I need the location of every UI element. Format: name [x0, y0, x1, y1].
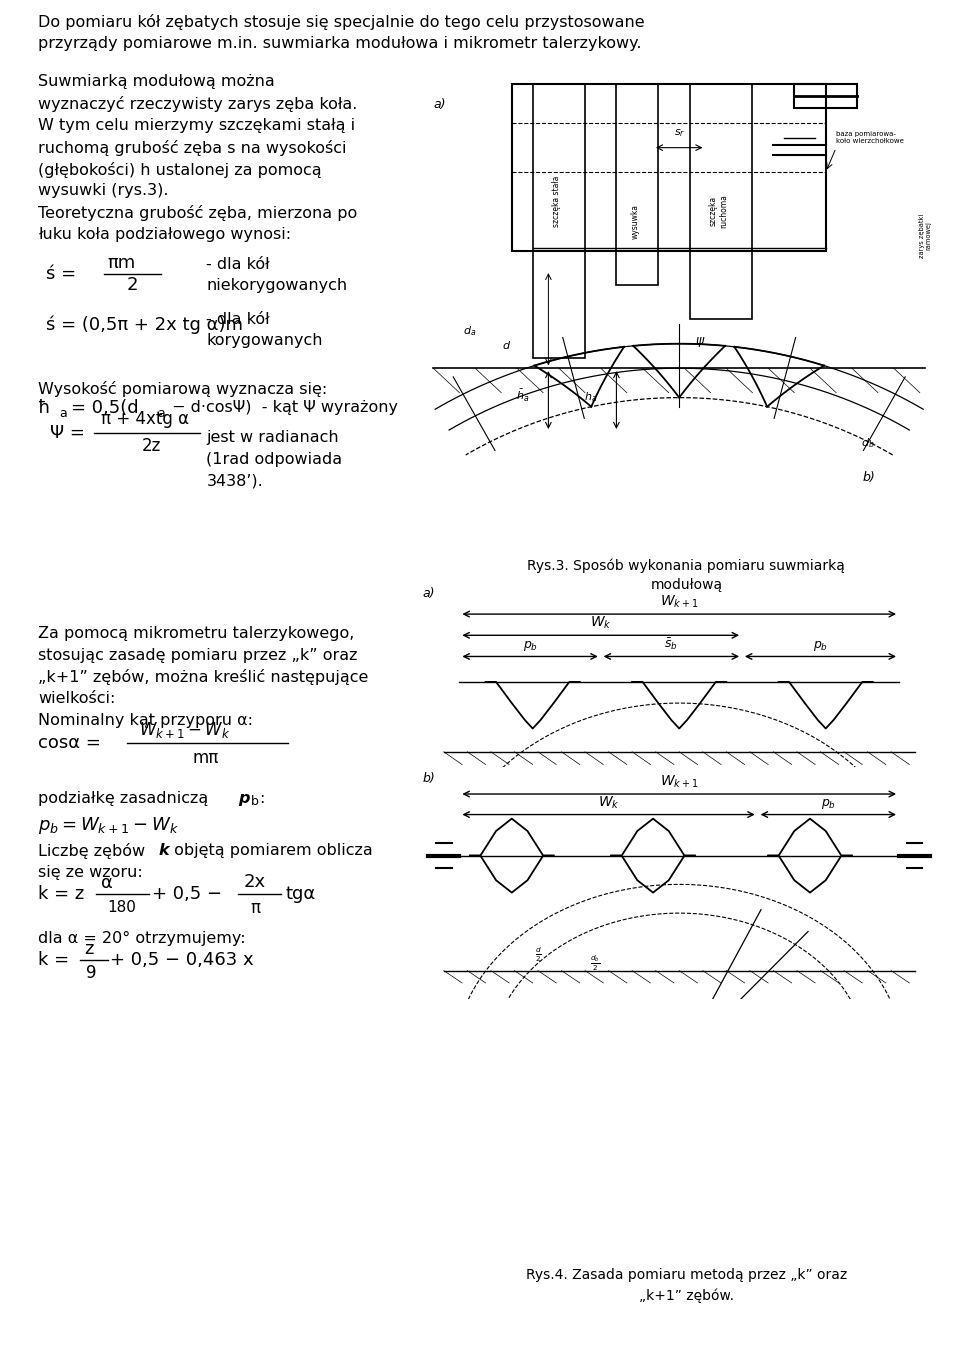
Text: modułową: modułową [650, 578, 723, 591]
Text: $W_{k+1} - W_k$: $W_{k+1} - W_k$ [139, 720, 230, 739]
Text: wielkości:: wielkości: [38, 691, 116, 706]
Text: Teoretyczna grubość zęba, mierzona po: Teoretyczna grubość zęba, mierzona po [38, 205, 358, 222]
Text: wyznaczyć rzeczywisty zarys zęba koła.: wyznaczyć rzeczywisty zarys zęba koła. [38, 96, 358, 112]
Text: (1rad odpowiada: (1rad odpowiada [206, 452, 343, 467]
Text: $W_{k+1}$: $W_{k+1}$ [660, 594, 699, 611]
Text: $d$: $d$ [502, 338, 511, 350]
Text: - dla kół: - dla kół [206, 257, 270, 272]
Text: k: k [158, 843, 169, 858]
Text: $d_a$: $d_a$ [464, 324, 476, 338]
Text: niekorygowanych: niekorygowanych [206, 278, 348, 293]
Text: a: a [60, 407, 67, 420]
Text: Liczbę zębów: Liczbę zębów [38, 843, 151, 860]
Text: 3438’).: 3438’). [206, 474, 263, 489]
Text: $p_b = W_{k+1} - W_k$: $p_b = W_{k+1} - W_k$ [38, 815, 180, 835]
Text: k = z: k = z [38, 884, 84, 904]
Text: b): b) [862, 471, 876, 483]
Text: − d·cosΨ)  - kąt Ψ wyrażony: − d·cosΨ) - kąt Ψ wyrażony [167, 401, 398, 415]
Text: $\frac{d}{2}$: $\frac{d}{2}$ [535, 946, 541, 964]
Bar [616, 84, 659, 285]
Text: a: a [157, 407, 165, 420]
Text: stosując zasadę pomiaru przez „k” oraz: stosując zasadę pomiaru przez „k” oraz [38, 648, 358, 663]
Text: dla α = 20° otrzymujemy:: dla α = 20° otrzymujemy: [38, 931, 246, 946]
Text: 2z: 2z [142, 437, 161, 456]
Text: cosα =: cosα = [38, 734, 101, 753]
Text: „k+1” zębów, można kreślić następujące: „k+1” zębów, można kreślić następujące [38, 669, 369, 686]
Text: (głębokości) h ustalonej za pomocą: (głębokości) h ustalonej za pomocą [38, 162, 322, 178]
Text: Za pomocą mikrometru talerzykowego,: Za pomocą mikrometru talerzykowego, [38, 626, 355, 641]
Text: $s_r$: $s_r$ [674, 127, 684, 140]
Text: - dla kół: - dla kół [206, 312, 270, 327]
Text: $\psi$: $\psi$ [695, 334, 706, 349]
Text: Suwmiarką modułową można: Suwmiarką modułową można [38, 74, 276, 89]
Bar [533, 84, 585, 359]
Text: 9: 9 [86, 964, 97, 983]
Text: k =: k = [38, 950, 69, 969]
Text: b): b) [422, 772, 436, 784]
Text: α: α [101, 873, 112, 893]
Text: :: : [259, 791, 265, 806]
Text: szczęka
ruchoma: szczęka ruchoma [708, 194, 728, 229]
Bar [512, 84, 826, 251]
Text: ś =: ś = [46, 264, 76, 283]
Text: 180: 180 [108, 901, 136, 914]
Text: Wysokość pomiarową wyznacza się:: Wysokość pomiarową wyznacza się: [38, 381, 327, 397]
Text: Rys.4. Zasada pomiaru metodą przez „k” oraz: Rys.4. Zasada pomiaru metodą przez „k” o… [526, 1268, 847, 1281]
Text: $h_a$: $h_a$ [584, 390, 597, 404]
Text: ś = (0,5π + 2x tg α)m: ś = (0,5π + 2x tg α)m [46, 315, 243, 334]
Text: $\bar{s}_b$: $\bar{s}_b$ [664, 637, 678, 652]
Text: p: p [238, 791, 250, 806]
Text: baza pomiarowa-
koło wierzchołkowe: baza pomiarowa- koło wierzchołkowe [836, 131, 904, 144]
Text: $\frac{d_b}{2}$: $\frac{d_b}{2}$ [590, 953, 601, 972]
Text: W tym celu mierzymy szczękami stałą i: W tym celu mierzymy szczękami stałą i [38, 118, 355, 133]
Text: a): a) [422, 587, 435, 600]
Text: πm: πm [108, 253, 135, 272]
Text: $p_b$: $p_b$ [813, 639, 828, 653]
Text: 2x: 2x [244, 872, 266, 891]
Text: $W_k$: $W_k$ [598, 794, 619, 810]
Text: Ψ =: Ψ = [50, 423, 84, 442]
Text: $p_b$: $p_b$ [522, 639, 538, 653]
Text: $W_{k+1}$: $W_{k+1}$ [660, 773, 699, 790]
Text: Rys.3. Sposób wykonania pomiaru suwmiarką: Rys.3. Sposób wykonania pomiaru suwmiark… [527, 559, 846, 574]
Text: + 0,5 −: + 0,5 − [152, 884, 222, 904]
Text: Nominalny kąt przyporu α:: Nominalny kąt przyporu α: [38, 713, 253, 728]
Text: 2: 2 [127, 275, 138, 294]
Text: łuku koła podziałowego wynosi:: łuku koła podziałowego wynosi: [38, 227, 292, 242]
Text: objętą pomiarem oblicza: objętą pomiarem oblicza [169, 843, 372, 858]
Text: korygowanych: korygowanych [206, 333, 323, 348]
Text: szczęka stała: szczęka stała [552, 175, 561, 227]
Text: π: π [251, 898, 261, 917]
Text: = 0,5(d: = 0,5(d [71, 398, 138, 418]
Text: $d_b$: $d_b$ [861, 437, 875, 450]
Text: podziałkę zasadniczą: podziałkę zasadniczą [38, 791, 214, 806]
Text: „k+1” zębów.: „k+1” zębów. [639, 1288, 733, 1303]
Text: π + 4xtg α: π + 4xtg α [101, 409, 189, 428]
Text: jest w radianach: jest w radianach [206, 430, 339, 445]
Text: przyrządy pomiarowe m.in. suwmiarka modułowa i mikrometr talerzykowy.: przyrządy pomiarowe m.in. suwmiarka modu… [38, 36, 642, 51]
Text: ruchomą grubość zęba s na wysokości: ruchomą grubość zęba s na wysokości [38, 140, 347, 156]
Text: $W_k$: $W_k$ [589, 615, 612, 631]
Text: $p_b$: $p_b$ [821, 797, 836, 812]
Bar [689, 84, 753, 319]
Text: ħ: ħ [38, 398, 51, 418]
Text: tgα: tgα [285, 884, 316, 904]
Text: z: z [84, 939, 94, 958]
Text: b: b [251, 795, 258, 808]
Text: + 0,5 − 0,463 x: + 0,5 − 0,463 x [110, 950, 254, 969]
Text: $\bar{h}_a$: $\bar{h}_a$ [516, 387, 529, 404]
Text: zarys zębatki
ramowej: zarys zębatki ramowej [919, 214, 931, 257]
Text: a): a) [433, 99, 445, 111]
Text: wysuwki (rys.3).: wysuwki (rys.3). [38, 183, 169, 199]
Text: się ze wzoru:: się ze wzoru: [38, 865, 143, 880]
Text: Do pomiaru kół zębatych stosuje się specjalnie do tego celu przystosowane: Do pomiaru kół zębatych stosuje się spec… [38, 14, 645, 30]
Text: mπ: mπ [192, 749, 218, 768]
Text: wysuwka: wysuwka [630, 204, 639, 238]
